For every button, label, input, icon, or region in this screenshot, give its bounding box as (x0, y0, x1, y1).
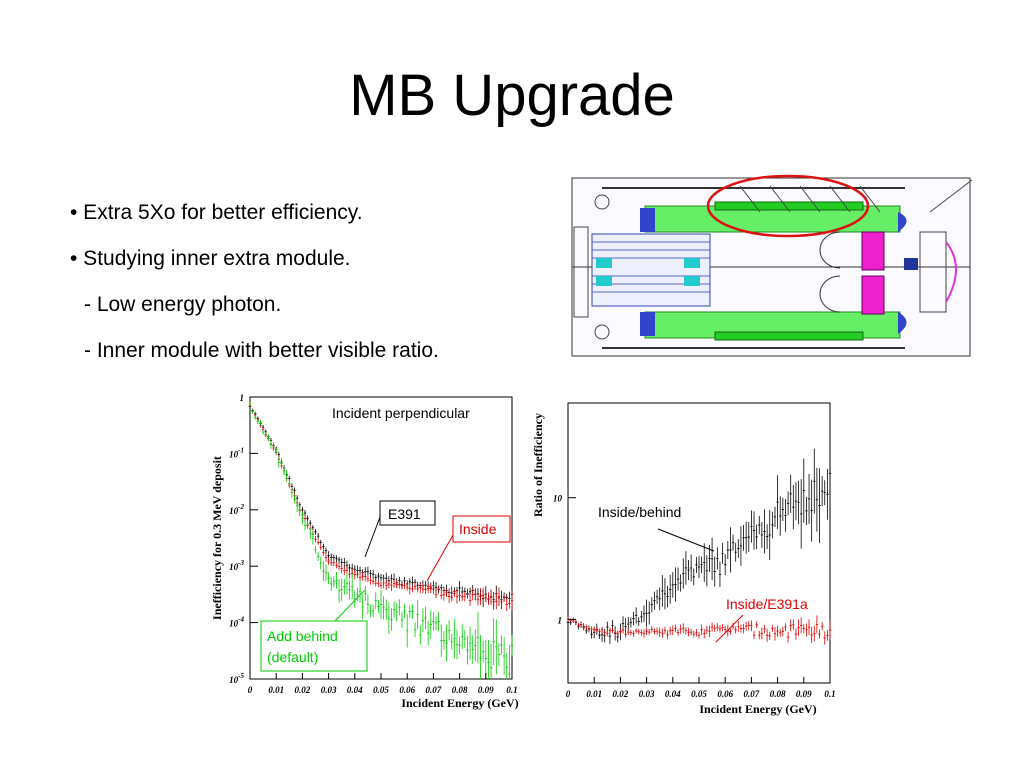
x-tick-label: 0.08 (452, 685, 468, 695)
detector-diagram (571, 174, 973, 357)
annotation-add-behind: Add behind (267, 628, 338, 644)
bullet-sub-item: - Low energy photon. (84, 293, 282, 316)
x-tick-label: 0.04 (665, 689, 681, 699)
annotation-inside: Inside (459, 521, 497, 537)
y-axis-label: Ratio of Inefficiency (531, 413, 545, 517)
annotation-inside-e391a: Inside/E391a (726, 596, 808, 612)
y-tick-label: 10 (553, 494, 563, 504)
x-tick-label: 0.05 (691, 689, 707, 699)
y-tick-label: 1 (558, 615, 563, 625)
y-tick-label: 10-5 (229, 672, 244, 685)
ratio-chart: 0 0.01 0.02 0.03 0.04 0.05 0.06 0.07 0.08 0.09 0.1… (531, 402, 836, 716)
y-tick-label: 1 (240, 393, 245, 403)
x-tick-label: 0.1 (824, 689, 835, 699)
x-tick-label: 0.06 (399, 685, 415, 695)
bullet-list: • Extra 5Xo for better efficiency. • Stu… (70, 190, 439, 374)
x-tick-label: 0.07 (744, 689, 760, 699)
x-tick-label: 0.01 (586, 689, 602, 699)
x-tick-label: 0.09 (478, 685, 494, 695)
inefficiency-chart: 0 0.01 0.02 0.03 0.04 0.05 0.06 0.07 0.08 0.09 0.1… (210, 393, 519, 710)
y-tick-label: 10-2 (229, 503, 244, 516)
annotation-e391: E391 (388, 506, 421, 522)
bullet-item: • Studying inner extra module. (70, 247, 351, 270)
annotation-default: (default) (267, 649, 318, 665)
y-tick-label: 10-4 (229, 616, 244, 629)
x-tick-label: 0.08 (770, 689, 786, 699)
y-tick-label: 10-3 (229, 559, 244, 572)
x-axis-label: Incident Energy (GeV) (699, 702, 816, 716)
x-axis-label: Incident Energy (GeV) (401, 696, 518, 710)
bullet-sub-item: - Inner module with better visible ratio… (84, 339, 439, 362)
x-tick-label: 0.1 (506, 685, 517, 695)
x-tick-label: 0.02 (613, 689, 629, 699)
x-tick-label: 0.02 (295, 685, 311, 695)
x-tick-label: 0.03 (321, 685, 337, 695)
x-tick-label: 0.06 (717, 689, 733, 699)
x-tick-label: 0.03 (639, 689, 655, 699)
x-tick-label: 0.09 (796, 689, 812, 699)
slide-title: MB Upgrade (349, 63, 675, 128)
y-axis-label: Inefficiency for 0.3 MeV deposit (210, 456, 224, 620)
x-tick-label: 0.04 (347, 685, 363, 695)
x-tick-label: 0.01 (268, 685, 284, 695)
x-tick-label: 0 (566, 689, 571, 699)
y-tick-label: 10-1 (229, 446, 244, 459)
annotation-inside-behind: Inside/behind (598, 504, 681, 520)
series-1 (566, 615, 832, 645)
x-tick-label: 0.07 (426, 685, 442, 695)
bullet-item: • Extra 5Xo for better efficiency. (70, 201, 363, 224)
x-tick-label: 0.05 (373, 685, 389, 695)
annotation-incident: Incident perpendicular (332, 405, 470, 421)
x-tick-label: 0 (248, 685, 253, 695)
plot-frame (567, 402, 831, 684)
series-0 (566, 448, 832, 645)
series-2 (248, 401, 514, 679)
